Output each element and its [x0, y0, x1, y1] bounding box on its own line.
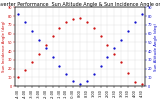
Y-axis label: Sun Incidence Angle (deg): Sun Incidence Angle (deg): [2, 21, 6, 72]
Title: Solar PV/Inverter Performance  Sun Altitude Angle & Sun Incidence Angle on PV Pa: Solar PV/Inverter Performance Sun Altitu…: [0, 2, 160, 7]
Y-axis label: Sun Altitude Angle (deg): Sun Altitude Angle (deg): [154, 23, 158, 71]
